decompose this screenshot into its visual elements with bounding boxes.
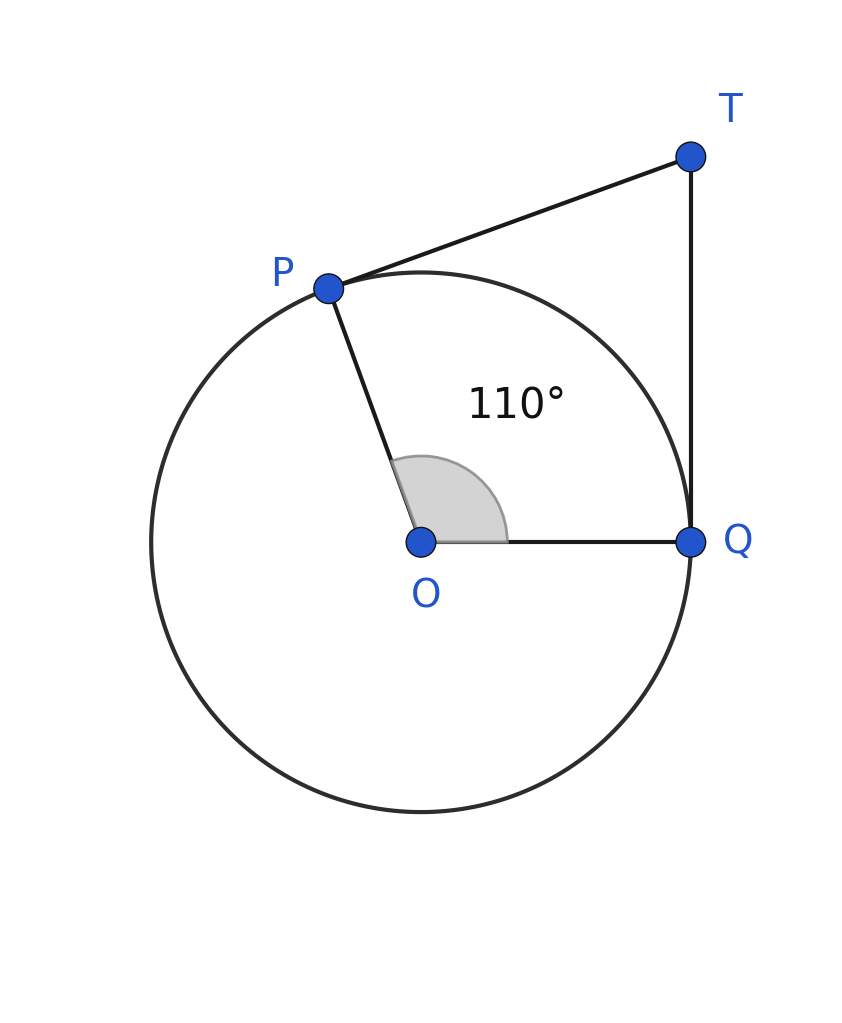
Text: Q: Q [723,524,754,562]
Wedge shape [392,456,508,542]
Circle shape [676,528,706,558]
Text: T: T [717,92,742,130]
Circle shape [314,274,344,304]
Text: 110°: 110° [466,385,568,427]
Circle shape [406,528,436,558]
Circle shape [676,142,706,172]
Text: P: P [270,256,294,295]
Text: O: O [411,577,442,616]
